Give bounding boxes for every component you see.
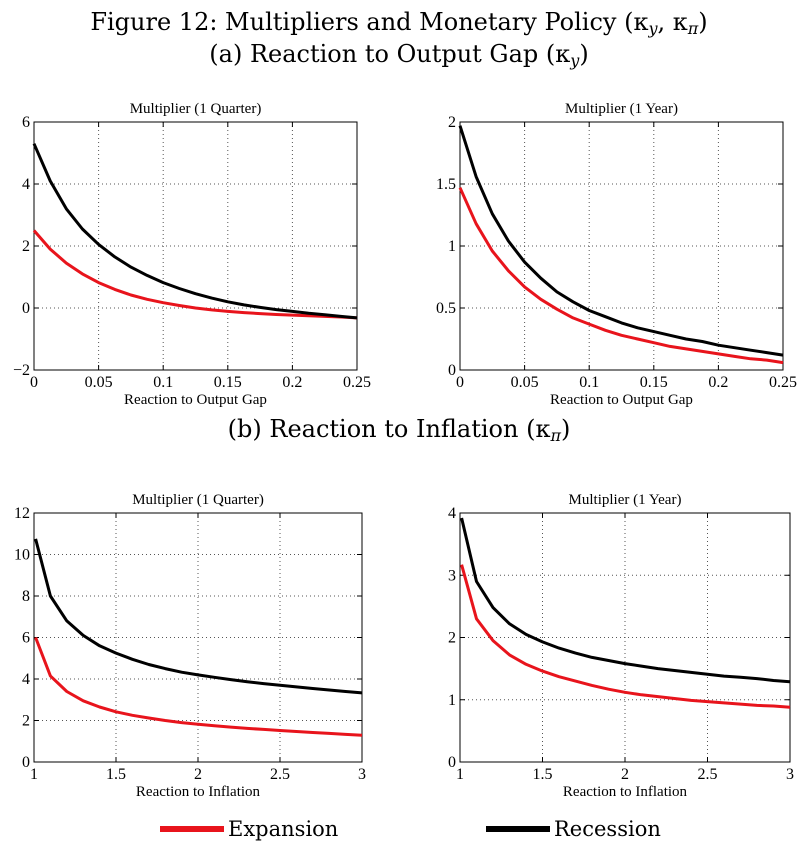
x-tick-label: 2.5 bbox=[698, 766, 718, 783]
x-axis-label: Reaction to Output Gap bbox=[124, 392, 267, 408]
y-tick-label: 2 bbox=[22, 238, 30, 255]
y-tick-label: 6 bbox=[22, 630, 30, 647]
x-axis-label: Reaction to Inflation bbox=[136, 784, 261, 800]
x-tick-label: 0.05 bbox=[85, 374, 113, 391]
x-axis-label: Reaction to Output Gap bbox=[550, 392, 693, 408]
y-tick-label: 2 bbox=[448, 114, 456, 131]
y-tick-label: 3 bbox=[448, 567, 456, 584]
y-tick-label: 0 bbox=[448, 754, 456, 771]
x-tick-label: 1.5 bbox=[106, 766, 126, 783]
x-tick-label: 3 bbox=[358, 766, 366, 783]
legend-expansion-label: Expansion bbox=[228, 817, 339, 841]
plot-frame bbox=[33, 512, 363, 763]
y-tick-label: 4 bbox=[22, 671, 30, 688]
y-tick-label: 0.5 bbox=[436, 300, 456, 317]
plot-frame bbox=[33, 121, 358, 371]
x-tick-label: 0 bbox=[30, 374, 38, 391]
series-line-recession bbox=[34, 538, 363, 695]
chart-title: Multiplier (1 Quarter) bbox=[132, 492, 264, 508]
legend-recession-swatch bbox=[486, 826, 550, 832]
x-tick-label: 0.25 bbox=[343, 374, 371, 391]
panel-a-title: (a) Reaction to Output Gap (κy) bbox=[209, 40, 589, 70]
x-tick-label: 0.15 bbox=[214, 374, 242, 391]
x-tick-label: 0.15 bbox=[640, 374, 668, 391]
x-tick-label: 0.2 bbox=[282, 374, 302, 391]
x-tick-label: 2 bbox=[621, 766, 629, 783]
y-tick-label: 1.5 bbox=[436, 176, 456, 193]
series-line-expansion bbox=[458, 187, 784, 365]
series-line-expansion bbox=[32, 229, 358, 320]
series-line-expansion bbox=[460, 564, 791, 709]
y-tick-label: −2 bbox=[13, 362, 30, 379]
y-tick-label: 0 bbox=[22, 300, 30, 317]
x-tick-label: 1 bbox=[456, 766, 464, 783]
series-line-recession bbox=[458, 125, 784, 357]
chart-title: Multiplier (1 Quarter) bbox=[130, 101, 262, 117]
x-tick-label: 2.5 bbox=[270, 766, 290, 783]
x-tick-label: 0.1 bbox=[153, 374, 173, 391]
figure-title-text: Figure 12: Multipliers and Monetary Poli… bbox=[90, 8, 649, 36]
x-tick-label: 0.25 bbox=[769, 374, 797, 391]
figure-title: Figure 12: Multipliers and Monetary Poli… bbox=[90, 8, 708, 38]
x-tick-label: 3 bbox=[786, 766, 794, 783]
y-tick-label: 10 bbox=[14, 547, 30, 564]
y-tick-label: 4 bbox=[448, 505, 456, 522]
x-tick-label: 0.2 bbox=[708, 374, 728, 391]
y-tick-label: 6 bbox=[22, 114, 30, 131]
y-tick-label: 1 bbox=[448, 238, 456, 255]
series-line-recession bbox=[32, 143, 358, 320]
series-line-expansion bbox=[34, 636, 363, 737]
y-tick-label: 8 bbox=[22, 588, 30, 605]
legend-recession-label: Recession bbox=[554, 817, 661, 841]
y-tick-label: 0 bbox=[448, 362, 456, 379]
y-tick-label: 12 bbox=[14, 505, 30, 522]
x-tick-label: 0 bbox=[456, 374, 464, 391]
chart-title: Multiplier (1 Year) bbox=[565, 101, 678, 117]
legend-recession: Recession bbox=[486, 816, 661, 842]
series-line-recession bbox=[460, 517, 791, 684]
y-tick-label: 2 bbox=[448, 630, 456, 647]
legend-expansion: Expansion bbox=[160, 816, 338, 842]
x-tick-label: 1 bbox=[30, 766, 38, 783]
plot-frame bbox=[459, 121, 784, 371]
y-tick-label: 2 bbox=[22, 713, 30, 730]
x-axis-label: Reaction to Inflation bbox=[563, 784, 688, 800]
y-tick-label: 1 bbox=[448, 692, 456, 709]
x-tick-label: 1.5 bbox=[533, 766, 553, 783]
y-tick-label: 0 bbox=[22, 754, 30, 771]
x-tick-label: 2 bbox=[194, 766, 202, 783]
panel-b-title: (b) Reaction to Inflation (κπ) bbox=[227, 415, 571, 445]
legend-expansion-swatch bbox=[160, 826, 224, 832]
x-tick-label: 0.05 bbox=[511, 374, 539, 391]
plot-frame bbox=[459, 512, 791, 763]
y-tick-label: 4 bbox=[22, 176, 30, 193]
chart-title: Multiplier (1 Year) bbox=[569, 492, 682, 508]
x-tick-label: 0.1 bbox=[579, 374, 599, 391]
